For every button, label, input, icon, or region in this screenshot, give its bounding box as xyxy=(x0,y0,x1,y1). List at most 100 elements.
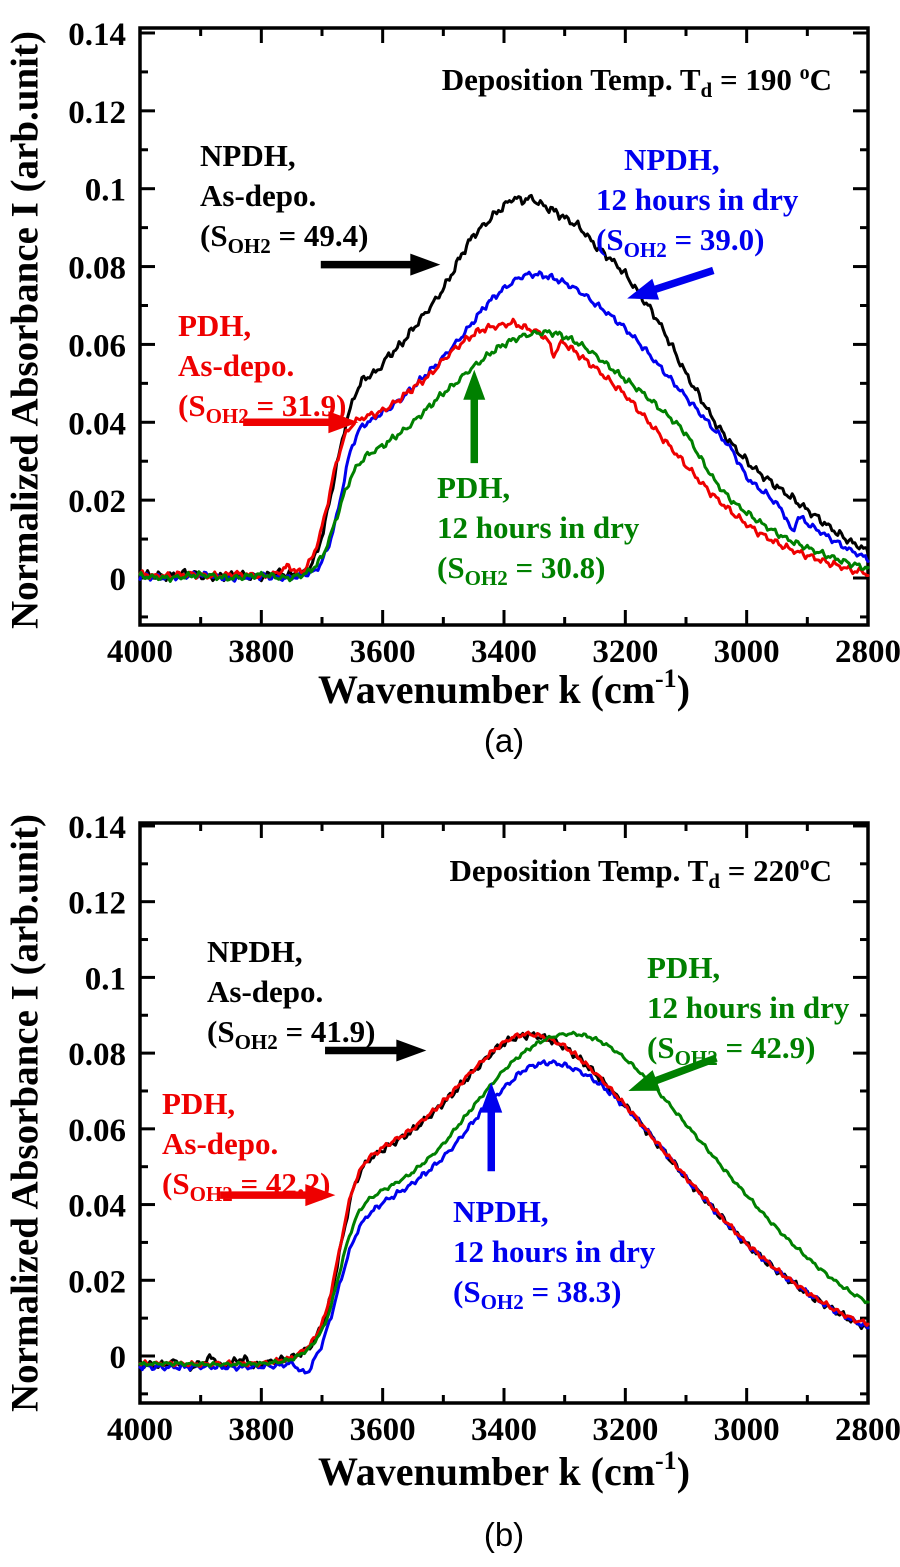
y-axis-title-b: Normalized Absorbance I (arb.unit) xyxy=(3,814,47,1412)
s-sub: OH2 xyxy=(234,1030,278,1054)
x-title-end: ) xyxy=(676,1449,691,1494)
annotation-line: (SOH2 = 42.2) xyxy=(162,1164,331,1206)
y-tick-label: 0.06 xyxy=(68,1113,126,1149)
x-axis-title-a: Wavenumber k (cm-1) xyxy=(104,666,900,713)
annotation-arrow xyxy=(650,266,715,295)
s-sub: OH2 xyxy=(480,1290,524,1314)
s-sub: OH2 xyxy=(623,238,667,262)
y-axis-title-a: Normalized Absorbance I (arb.unit) xyxy=(3,31,47,629)
s-post: = 30.8) xyxy=(507,550,606,585)
annotation-line: (SOH2 = 39.0) xyxy=(596,220,798,262)
y-tick-label: 0.06 xyxy=(68,328,126,364)
annotation-line: (SOH2 = 38.3) xyxy=(453,1272,655,1314)
annotation-line: NPDH, xyxy=(200,138,296,173)
plot-box xyxy=(138,821,870,1405)
annotation-b-npdh-dry: NPDH, 12 hours in dry (SOH2 = 38.3) xyxy=(453,1192,656,1314)
s-pre: (S xyxy=(178,388,206,423)
annotation-arrowhead xyxy=(396,1039,427,1062)
y-tick-label: 0.14 xyxy=(68,810,126,846)
annotation-line: 12 hours in dry xyxy=(453,1234,656,1269)
annotation-line: (SOH2 = 41.9) xyxy=(207,1012,376,1054)
annotation-a-npdh-asdepo: NPDH, As-depo. (SOH2 = 49.4) xyxy=(200,136,369,258)
x-tick-label: 3600 xyxy=(350,634,416,670)
series-b-3 xyxy=(138,1030,870,1368)
x-tick-label: 2800 xyxy=(835,634,900,670)
x-tick-label: 3000 xyxy=(714,1412,780,1448)
panel-letter-a: (a) xyxy=(483,722,525,759)
annotation-b-npdh-asdepo: NPDH, As-depo. (SOH2 = 41.9) xyxy=(207,932,376,1054)
s-post: = 42.9) xyxy=(717,1030,816,1065)
y-tick-label: 0.12 xyxy=(68,95,126,131)
panel-title-a-end: C xyxy=(809,62,832,97)
annotation-line: 12 hours in dry xyxy=(437,510,640,545)
x-tick-label: 3600 xyxy=(350,1412,416,1448)
x-title-end: ) xyxy=(676,667,691,712)
annotation-line: 12 hours in dry xyxy=(647,990,850,1025)
annotation-b-pdh-dry: PDH, 12 hours in dry (SOH2 = 42.9) xyxy=(647,948,850,1069)
annotation-line: 12 hours in dry xyxy=(596,182,799,217)
x-title-sup: -1 xyxy=(655,1446,677,1475)
s-post: = 49.4) xyxy=(270,218,369,253)
annotation-a-pdh-dry: PDH, 12 hours in dry (SOH2 = 30.8) xyxy=(437,468,640,590)
annotation-arrow xyxy=(651,1054,718,1086)
y-tick-label: 0 xyxy=(110,1340,127,1376)
s-sub: OH2 xyxy=(189,1182,233,1206)
s-sub: OH2 xyxy=(464,566,508,590)
y-tick-label: 0.02 xyxy=(68,484,126,520)
annotation-line: As-depo. xyxy=(207,974,324,1009)
panel-title-b-sup: o xyxy=(799,853,810,875)
x-tick-label: 3800 xyxy=(228,1412,294,1448)
x-tick-label: 4000 xyxy=(107,634,173,670)
x-tick-label: 3800 xyxy=(228,634,294,670)
x-tick-label: 2800 xyxy=(835,1412,900,1448)
annotation-line: As-depo. xyxy=(162,1126,279,1161)
x-tick-label: 3200 xyxy=(592,634,658,670)
series-a-3 xyxy=(138,329,870,583)
annotation-a-pdh-asdepo: PDH, As-depo. (SOH2 = 31.9) xyxy=(178,306,347,427)
y-tick-label: 0.1 xyxy=(85,961,126,997)
annotation-arrowhead xyxy=(410,253,441,276)
y-tick-label: 0.14 xyxy=(68,17,126,53)
s-sub: OH2 xyxy=(227,234,271,258)
x-title-text: Wavenumber k (cm xyxy=(317,1449,656,1494)
x-tick-label: 3400 xyxy=(471,1412,537,1448)
annotation-line: NPDH, xyxy=(207,934,303,969)
annotation-arrowhead xyxy=(305,1184,336,1207)
panel-title-b-end: C xyxy=(809,853,832,888)
annotation-line: NPDH, xyxy=(453,1194,549,1229)
panel-title-a-sub: d xyxy=(700,78,713,102)
panel-title-b-mid: = 220 xyxy=(719,853,800,888)
panel-title-a-mid: = 190 xyxy=(712,62,800,97)
panel-title-a-sup: o xyxy=(799,62,810,84)
panel-title-a: Deposition Temp. Td = 190 oC xyxy=(140,62,832,101)
y-tick-label: 0.04 xyxy=(68,406,126,442)
y-tick-label: 0 xyxy=(110,562,127,598)
plot-box xyxy=(138,26,870,627)
x-title-text: Wavenumber k (cm xyxy=(317,667,656,712)
annotation-line: PDH, xyxy=(178,308,252,343)
annotation-line: (SOH2 = 31.9) xyxy=(178,386,347,427)
s-pre: (S xyxy=(207,1014,235,1049)
s-post: = 42.2) xyxy=(232,1166,331,1201)
s-pre: (S xyxy=(596,222,624,257)
panel-title-b: Deposition Temp. Td = 220oC xyxy=(140,853,832,892)
annotation-line: As-depo. xyxy=(178,348,295,383)
s-post: = 39.0) xyxy=(666,222,765,257)
x-axis-title-b: Wavenumber k (cm-1) xyxy=(104,1448,900,1495)
annotation-line: (SOH2 = 49.4) xyxy=(200,216,369,258)
annotation-line: (SOH2 = 30.8) xyxy=(437,548,639,590)
series-a-0 xyxy=(138,193,870,583)
x-tick-label: 4000 xyxy=(107,1412,173,1448)
x-tick-label: 3000 xyxy=(714,634,780,670)
annotation-line: PDH, xyxy=(437,470,511,505)
x-tick-label: 3200 xyxy=(592,1412,658,1448)
x-title-sup: -1 xyxy=(655,664,677,693)
y-tick-label: 0.12 xyxy=(68,886,126,922)
annotation-line: As-depo. xyxy=(200,178,317,213)
x-tick-label: 3400 xyxy=(471,634,537,670)
panel-title-b-text: Deposition Temp. T xyxy=(449,853,709,888)
s-pre: (S xyxy=(437,550,465,585)
annotation-line: PDH, xyxy=(162,1086,236,1121)
